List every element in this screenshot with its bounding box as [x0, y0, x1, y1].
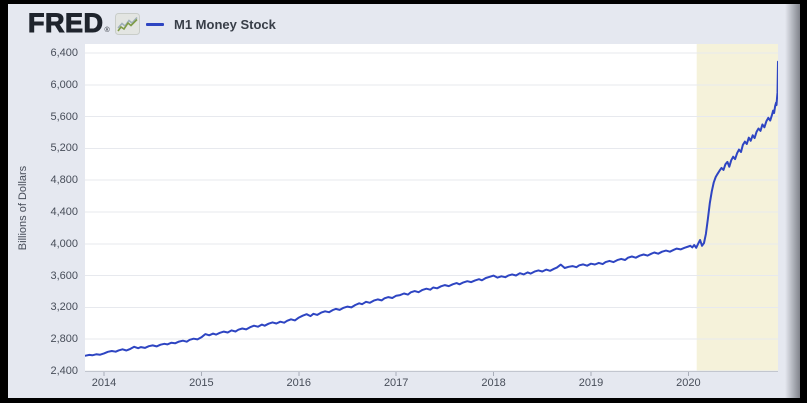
- x-tick-label: 2020: [676, 377, 701, 389]
- x-tick-label: 2019: [578, 377, 604, 389]
- x-tick-label: 2016: [286, 377, 312, 389]
- x-tick-label: 2017: [383, 377, 409, 389]
- series-line[interactable]: [85, 60, 779, 357]
- y-tick-label: 2,400: [50, 365, 78, 377]
- y-tick-label: 3,200: [50, 301, 78, 314]
- legend: M1 Money Stock: [146, 17, 276, 32]
- y-tick-label: 4,400: [50, 205, 78, 218]
- y-tick-label: 5,200: [50, 142, 78, 155]
- fred-logo-chart-icon: [114, 13, 140, 40]
- fred-chart: FRED ® M1 Money Stock Billions of Dollar…: [8, 4, 800, 398]
- x-tick-label: 2015: [189, 377, 214, 389]
- y-tick-label: 5,600: [50, 110, 78, 123]
- legend-line-sample: [146, 23, 164, 26]
- registered-trademark-icon: ®: [104, 27, 110, 34]
- legend-label: M1 Money Stock: [174, 17, 276, 32]
- x-tick-label: 2018: [481, 377, 506, 389]
- y-tick-label: 6,400: [50, 46, 78, 59]
- y-tick-label: 6,000: [50, 78, 78, 91]
- plot-bg: [85, 44, 778, 371]
- y-tick-label: 4,000: [50, 237, 78, 250]
- plot-area[interactable]: [85, 44, 778, 378]
- y-tick-label: 2,800: [50, 333, 78, 346]
- y-tick-label: 3,600: [50, 269, 78, 282]
- fred-logo[interactable]: FRED ®: [28, 8, 140, 40]
- y-tick-label: 4,800: [50, 174, 78, 187]
- fred-logo-text: FRED: [28, 8, 104, 38]
- window-shadow: [785, 4, 800, 398]
- x-tick-label: 2014: [91, 377, 117, 389]
